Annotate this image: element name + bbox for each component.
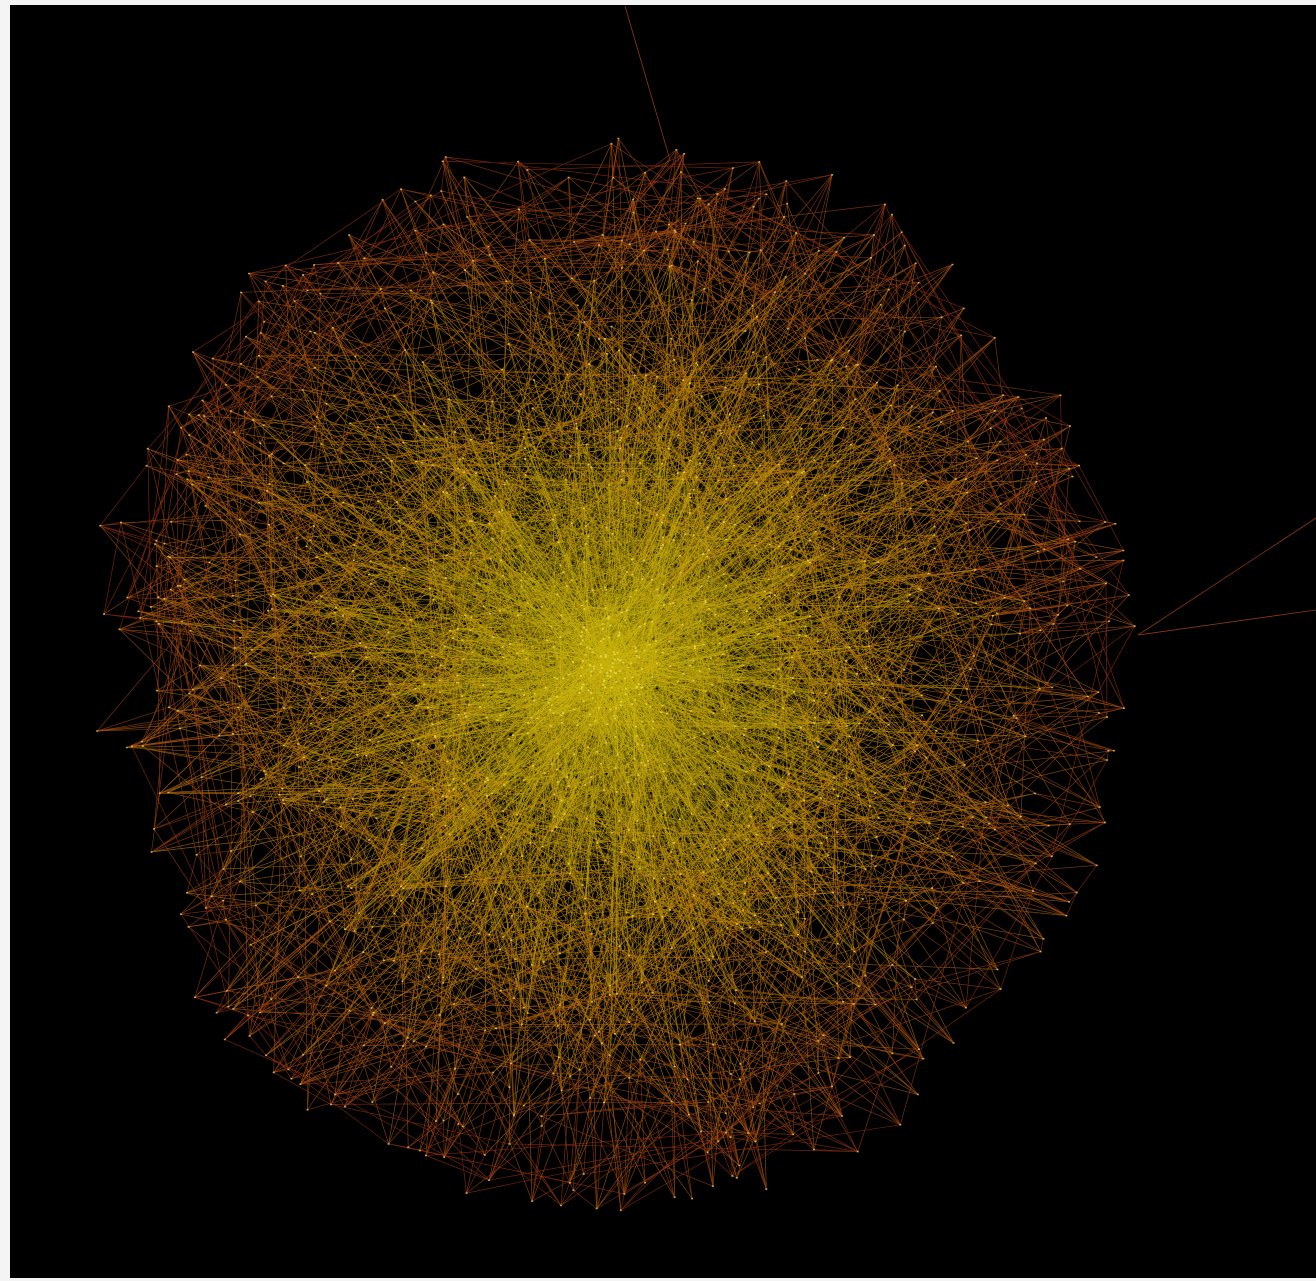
node-layer bbox=[96, 137, 1136, 1212]
edge-bundle bbox=[96, 143, 1136, 1209]
edge-layer bbox=[96, 138, 1136, 1211]
edge-bundle bbox=[99, 138, 1136, 1211]
node-dots bbox=[96, 137, 1136, 1212]
outlier-edges bbox=[624, 5, 1316, 636]
